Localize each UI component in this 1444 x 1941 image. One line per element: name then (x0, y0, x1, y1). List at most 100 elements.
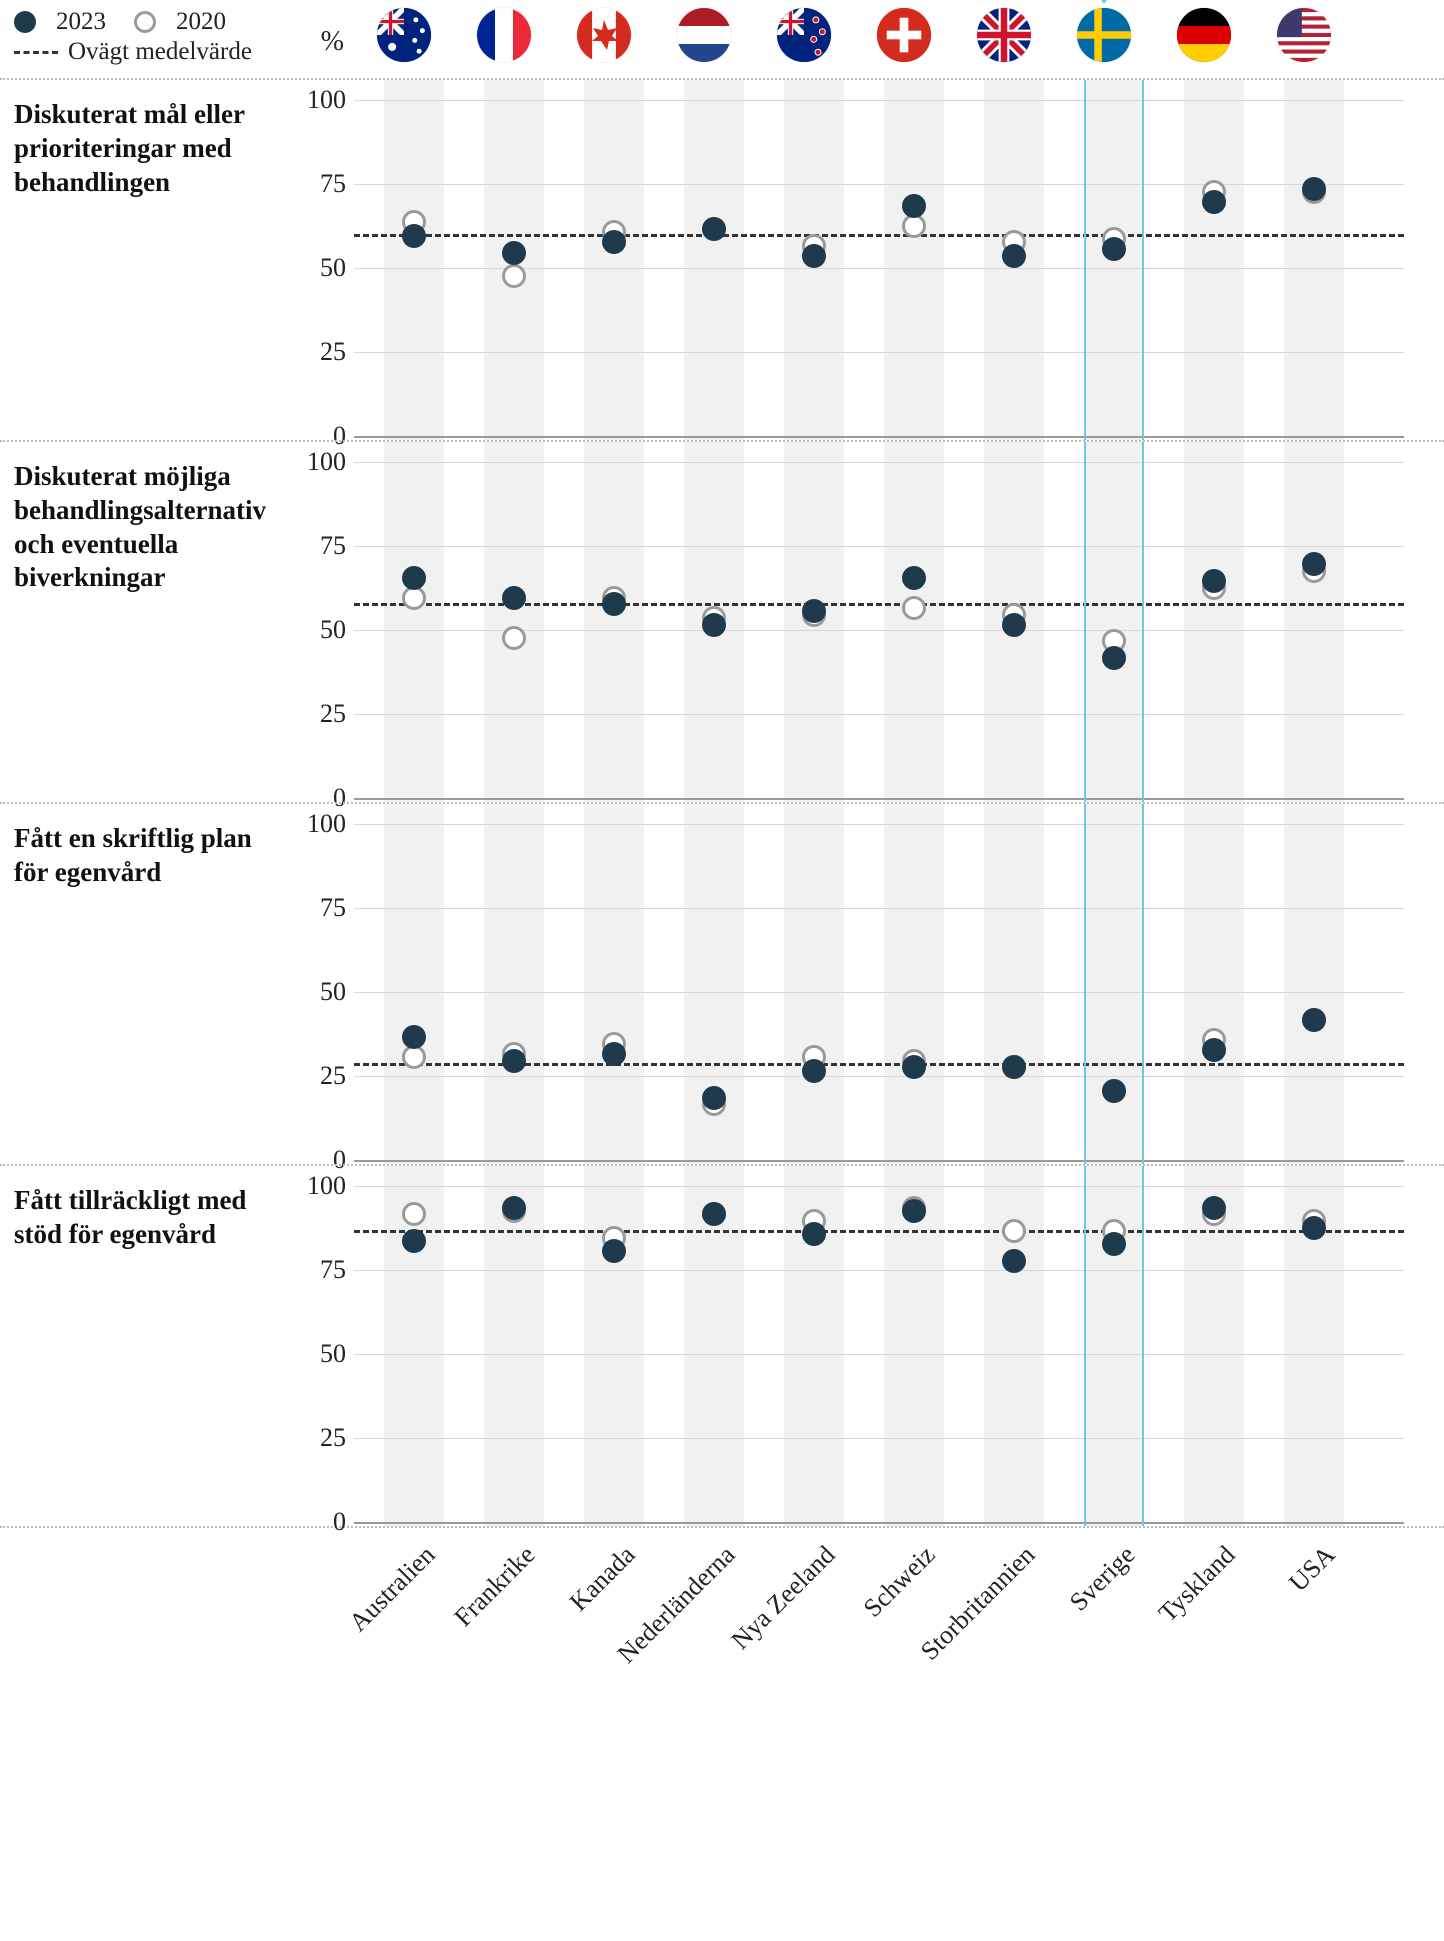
gridline (354, 184, 1404, 185)
flag-usa-icon (1277, 8, 1331, 62)
baseline (354, 436, 1404, 438)
point-2023-ned (702, 1202, 726, 1226)
bg-stripe (1284, 442, 1344, 802)
flag-cell-deu (1154, 8, 1254, 62)
gridline (354, 546, 1404, 547)
legend-marker-2020 (134, 11, 156, 33)
y-tick: 50 (320, 977, 346, 1007)
legend-label-2020: 2020 (176, 8, 226, 36)
x-label-usa: USA (1283, 1540, 1341, 1598)
point-2023-gbr (1002, 613, 1026, 637)
legend-marker-2023 (14, 11, 36, 33)
point-2023-nzl (802, 244, 826, 268)
y-tick: 25 (320, 1061, 346, 1091)
y-tick: 100 (307, 85, 346, 115)
y-axis-2: 0255075100 (290, 804, 354, 1164)
bg-stripe (984, 804, 1044, 1164)
y-tick: 25 (320, 699, 346, 729)
point-2023-ned (702, 217, 726, 241)
point-2023-nzl (802, 1222, 826, 1246)
flag-cell-fra (454, 8, 554, 62)
point-2023-fra (502, 241, 526, 265)
gridline (354, 1270, 1404, 1271)
point-2023-ned (702, 613, 726, 637)
point-2023-usa (1302, 1008, 1326, 1032)
y-axis-1: 0255075100 (290, 442, 354, 802)
gridline (354, 1354, 1404, 1355)
y-axis-0: 0255075100 (290, 80, 354, 440)
y-unit: % (304, 8, 344, 58)
bg-stripe (684, 80, 744, 440)
flag-gbr-icon (977, 8, 1031, 62)
flag-cell-can (554, 8, 654, 62)
gridline (354, 1186, 1404, 1187)
bg-stripe (484, 804, 544, 1164)
baseline (354, 798, 1404, 800)
flag-cell-che (854, 8, 954, 62)
legend-row: 2023 2020 Ovägt medelvärde % (0, 0, 1444, 78)
panel-1: Diskuterat möjliga behandlings­alternati… (0, 440, 1444, 802)
bg-stripe (1284, 80, 1344, 440)
flag-deu-icon (1177, 8, 1231, 62)
mean-line (354, 234, 1404, 237)
point-2023-che (902, 1055, 926, 1079)
point-2023-aus (402, 566, 426, 590)
point-2023-can (602, 230, 626, 254)
x-label-can: Kanada (564, 1540, 641, 1617)
legend-mean-label: Ovägt medelvärde (68, 38, 252, 66)
y-tick: 50 (320, 253, 346, 283)
baseline (354, 1522, 1404, 1524)
bg-stripe (584, 1166, 644, 1526)
flag-fra-icon (477, 8, 531, 62)
y-tick: 75 (320, 893, 346, 923)
legend-label-2023: 2023 (56, 8, 106, 36)
point-2023-deu (1202, 1038, 1226, 1062)
bg-stripe (1184, 442, 1244, 802)
flag-aus-icon (377, 8, 431, 62)
point-2023-fra (502, 586, 526, 610)
flag-cell-gbr (954, 8, 1054, 62)
gridline (354, 992, 1404, 993)
gridline (354, 462, 1404, 463)
flag-cell-swe (1054, 8, 1154, 62)
point-2023-nzl (802, 599, 826, 623)
flag-cell-aus (354, 8, 454, 62)
bg-stripe (1184, 804, 1244, 1164)
x-label-deu: Tyskland (1153, 1540, 1241, 1628)
bg-stripe (584, 804, 644, 1164)
panel-title-0: Diskuterat mål eller prioriteringar med … (0, 80, 290, 440)
bg-stripe (584, 80, 644, 440)
flag-ned-icon (677, 8, 731, 62)
x-label-nzl: Nya Zeeland (726, 1540, 842, 1656)
flag-cell-usa (1254, 8, 1354, 62)
y-tick: 75 (320, 1255, 346, 1285)
bg-stripe (484, 442, 544, 802)
panel-title-1: Diskuterat möjliga behandlings­alternati… (0, 442, 290, 802)
x-labels: AustralienFrankrikeKanadaNederländernaNy… (354, 1528, 1444, 1728)
y-tick: 100 (307, 1171, 346, 1201)
panel-3: Fått tillräckligt med stöd för egenvård … (0, 1164, 1444, 1526)
point-2020-aus (402, 1202, 426, 1226)
point-2020-fra (502, 626, 526, 650)
panel-title-2: Fått en skriftlig plan för egenvård (0, 804, 290, 1164)
bg-stripe (584, 442, 644, 802)
point-2023-can (602, 1239, 626, 1263)
y-tick: 100 (307, 809, 346, 839)
gridline (354, 352, 1404, 353)
point-2023-aus (402, 1229, 426, 1253)
bg-stripe (1184, 80, 1244, 440)
bg-stripe (884, 442, 944, 802)
point-2020-che (902, 596, 926, 620)
point-2020-gbr (1002, 1219, 1026, 1243)
point-2023-che (902, 566, 926, 590)
flag-cell-nzl (754, 8, 854, 62)
gridline (354, 100, 1404, 101)
point-2023-usa (1302, 552, 1326, 576)
bg-stripe (1084, 804, 1144, 1164)
point-2023-can (602, 1042, 626, 1066)
y-tick: 0 (333, 1507, 346, 1537)
x-axis: AustralienFrankrikeKanadaNederländernaNy… (0, 1526, 1444, 1728)
flag-can-icon (577, 8, 631, 62)
highlight-triangle-icon (1090, 0, 1118, 4)
point-2023-usa (1302, 1216, 1326, 1240)
